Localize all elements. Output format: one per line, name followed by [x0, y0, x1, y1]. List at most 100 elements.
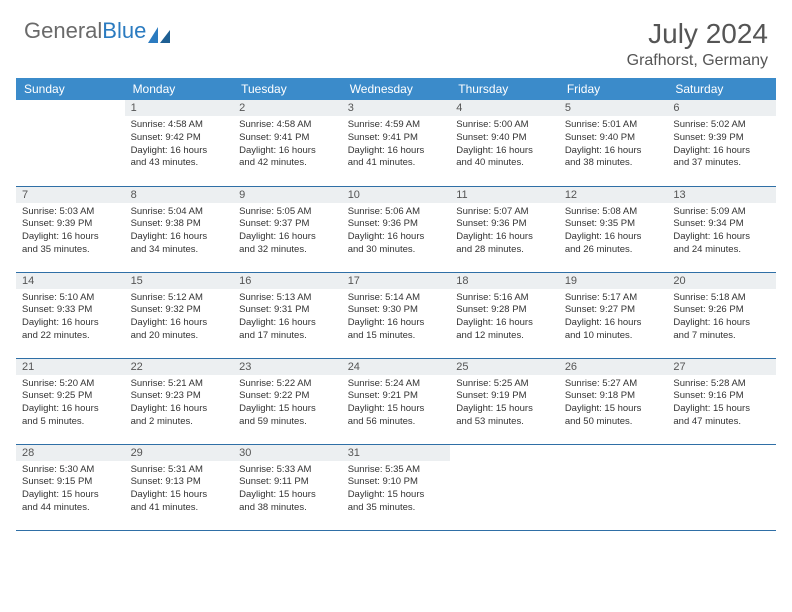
weekday-header: Monday	[125, 78, 234, 100]
day-details: Sunrise: 5:10 AMSunset: 9:33 PMDaylight:…	[16, 289, 125, 347]
day-details: Sunrise: 4:58 AMSunset: 9:42 PMDaylight:…	[125, 116, 234, 174]
detail-line: Sunset: 9:18 PM	[565, 390, 662, 403]
day-details: Sunrise: 5:30 AMSunset: 9:15 PMDaylight:…	[16, 461, 125, 519]
day-details: Sunrise: 4:59 AMSunset: 9:41 PMDaylight:…	[342, 116, 451, 174]
weekday-header: Thursday	[450, 78, 559, 100]
detail-line: Sunset: 9:30 PM	[348, 304, 445, 317]
day-number: 26	[559, 359, 668, 375]
detail-line: Sunset: 9:36 PM	[348, 218, 445, 231]
day-details: Sunrise: 5:06 AMSunset: 9:36 PMDaylight:…	[342, 203, 451, 261]
detail-line: Sunset: 9:32 PM	[131, 304, 228, 317]
calendar-cell: 21Sunrise: 5:20 AMSunset: 9:25 PMDayligh…	[16, 358, 125, 444]
day-details: Sunrise: 5:33 AMSunset: 9:11 PMDaylight:…	[233, 461, 342, 519]
detail-line: Daylight: 16 hours	[22, 403, 119, 416]
detail-line: Sunrise: 5:03 AM	[22, 206, 119, 219]
detail-line: Daylight: 16 hours	[131, 317, 228, 330]
detail-line: Sunrise: 5:22 AM	[239, 378, 336, 391]
calendar-cell: 7Sunrise: 5:03 AMSunset: 9:39 PMDaylight…	[16, 186, 125, 272]
detail-line: and 35 minutes.	[22, 244, 119, 257]
calendar-cell: 22Sunrise: 5:21 AMSunset: 9:23 PMDayligh…	[125, 358, 234, 444]
detail-line: Sunset: 9:22 PM	[239, 390, 336, 403]
detail-line: Daylight: 16 hours	[131, 145, 228, 158]
detail-line: Daylight: 16 hours	[673, 145, 770, 158]
detail-line: and 35 minutes.	[348, 502, 445, 515]
calendar-cell: 28Sunrise: 5:30 AMSunset: 9:15 PMDayligh…	[16, 444, 125, 530]
day-details: Sunrise: 5:09 AMSunset: 9:34 PMDaylight:…	[667, 203, 776, 261]
detail-line: Sunrise: 5:04 AM	[131, 206, 228, 219]
calendar-cell	[450, 444, 559, 530]
day-number: 8	[125, 187, 234, 203]
calendar-cell: 12Sunrise: 5:08 AMSunset: 9:35 PMDayligh…	[559, 186, 668, 272]
day-number: 25	[450, 359, 559, 375]
calendar-cell: 19Sunrise: 5:17 AMSunset: 9:27 PMDayligh…	[559, 272, 668, 358]
weekday-header: Saturday	[667, 78, 776, 100]
page-title: July 2024	[627, 18, 768, 50]
detail-line: and 7 minutes.	[673, 330, 770, 343]
detail-line: Daylight: 15 hours	[348, 403, 445, 416]
calendar-cell: 1Sunrise: 4:58 AMSunset: 9:42 PMDaylight…	[125, 100, 234, 186]
detail-line: Sunrise: 5:12 AM	[131, 292, 228, 305]
detail-line	[456, 464, 553, 477]
weekday-header: Sunday	[16, 78, 125, 100]
day-details	[450, 461, 559, 519]
detail-line: Sunset: 9:31 PM	[239, 304, 336, 317]
calendar-cell: 23Sunrise: 5:22 AMSunset: 9:22 PMDayligh…	[233, 358, 342, 444]
detail-line: Sunset: 9:10 PM	[348, 476, 445, 489]
day-number: 6	[667, 100, 776, 116]
logo-text-gray: General	[24, 18, 102, 44]
calendar-cell: 24Sunrise: 5:24 AMSunset: 9:21 PMDayligh…	[342, 358, 451, 444]
detail-line: and 40 minutes.	[456, 157, 553, 170]
detail-line: Sunrise: 5:25 AM	[456, 378, 553, 391]
detail-line: Sunrise: 5:18 AM	[673, 292, 770, 305]
detail-line: Sunset: 9:19 PM	[456, 390, 553, 403]
detail-line: Sunset: 9:23 PM	[131, 390, 228, 403]
day-number: 5	[559, 100, 668, 116]
day-number: 3	[342, 100, 451, 116]
detail-line: Sunset: 9:33 PM	[22, 304, 119, 317]
detail-line: Sunset: 9:26 PM	[673, 304, 770, 317]
day-details: Sunrise: 5:17 AMSunset: 9:27 PMDaylight:…	[559, 289, 668, 347]
detail-line: Sunrise: 5:08 AM	[565, 206, 662, 219]
detail-line: and 15 minutes.	[348, 330, 445, 343]
detail-line: Daylight: 16 hours	[22, 231, 119, 244]
detail-line: Sunset: 9:21 PM	[348, 390, 445, 403]
detail-line: Daylight: 16 hours	[131, 403, 228, 416]
detail-line: Daylight: 15 hours	[456, 403, 553, 416]
day-details	[16, 116, 125, 174]
calendar-cell: 18Sunrise: 5:16 AMSunset: 9:28 PMDayligh…	[450, 272, 559, 358]
detail-line: and 38 minutes.	[239, 502, 336, 515]
day-number: 9	[233, 187, 342, 203]
sail-icon	[148, 23, 170, 39]
detail-line: Sunrise: 4:58 AM	[131, 119, 228, 132]
calendar-cell: 2Sunrise: 4:58 AMSunset: 9:41 PMDaylight…	[233, 100, 342, 186]
detail-line: Daylight: 16 hours	[673, 231, 770, 244]
detail-line: Sunrise: 5:07 AM	[456, 206, 553, 219]
detail-line: Sunset: 9:35 PM	[565, 218, 662, 231]
detail-line: Daylight: 16 hours	[239, 145, 336, 158]
detail-line: Sunrise: 5:02 AM	[673, 119, 770, 132]
weekday-header: Tuesday	[233, 78, 342, 100]
day-details: Sunrise: 5:20 AMSunset: 9:25 PMDaylight:…	[16, 375, 125, 433]
detail-line: and 47 minutes.	[673, 416, 770, 429]
calendar-cell: 10Sunrise: 5:06 AMSunset: 9:36 PMDayligh…	[342, 186, 451, 272]
detail-line: Sunset: 9:37 PM	[239, 218, 336, 231]
day-number: 17	[342, 273, 451, 289]
detail-line: Daylight: 16 hours	[22, 317, 119, 330]
detail-line: Sunrise: 5:31 AM	[131, 464, 228, 477]
calendar-week-row: 7Sunrise: 5:03 AMSunset: 9:39 PMDaylight…	[16, 186, 776, 272]
detail-line: Daylight: 16 hours	[565, 231, 662, 244]
detail-line: Sunset: 9:41 PM	[348, 132, 445, 145]
detail-line: and 34 minutes.	[131, 244, 228, 257]
detail-line: Daylight: 16 hours	[131, 231, 228, 244]
day-number: 4	[450, 100, 559, 116]
detail-line: Sunrise: 5:20 AM	[22, 378, 119, 391]
day-details: Sunrise: 5:01 AMSunset: 9:40 PMDaylight:…	[559, 116, 668, 174]
calendar-cell: 26Sunrise: 5:27 AMSunset: 9:18 PMDayligh…	[559, 358, 668, 444]
logo: GeneralBlue	[24, 18, 170, 44]
calendar-cell: 17Sunrise: 5:14 AMSunset: 9:30 PMDayligh…	[342, 272, 451, 358]
detail-line: and 5 minutes.	[22, 416, 119, 429]
calendar-cell: 27Sunrise: 5:28 AMSunset: 9:16 PMDayligh…	[667, 358, 776, 444]
calendar-cell	[559, 444, 668, 530]
detail-line: Sunrise: 5:09 AM	[673, 206, 770, 219]
detail-line: Daylight: 16 hours	[456, 145, 553, 158]
